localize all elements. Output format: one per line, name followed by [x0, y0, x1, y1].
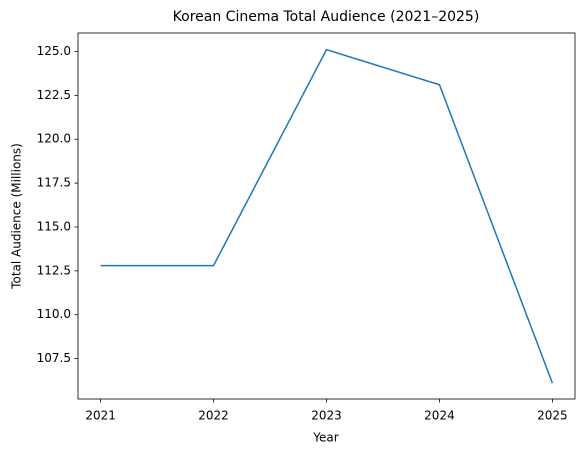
line — [100, 48, 554, 384]
y-axis-label: Total Audience (Millions) — [10, 143, 24, 290]
y-tick-label: 120.0 — [37, 132, 71, 146]
y-tick-label: 115.0 — [37, 219, 71, 233]
y-tick-label: 107.5 — [37, 351, 71, 365]
x-tick-label: 2022 — [198, 409, 229, 423]
x-tick-label: 2021 — [85, 409, 116, 423]
chart-title: Korean Cinema Total Audience (2021–2025) — [173, 9, 480, 25]
y-tick-label: 112.5 — [37, 263, 71, 277]
y-tick-label: 117.5 — [37, 176, 71, 190]
y-tick-label: 125.0 — [37, 44, 71, 58]
y-tick-label: 122.5 — [37, 88, 71, 102]
x-tick-label: 2025 — [537, 409, 568, 423]
x-tick-label: 2023 — [311, 409, 342, 423]
y-tick-label: 110.0 — [37, 307, 71, 321]
x-tick-label: 2024 — [424, 409, 455, 423]
x-axis-label: Year — [312, 431, 338, 445]
plot-frame — [77, 32, 576, 400]
